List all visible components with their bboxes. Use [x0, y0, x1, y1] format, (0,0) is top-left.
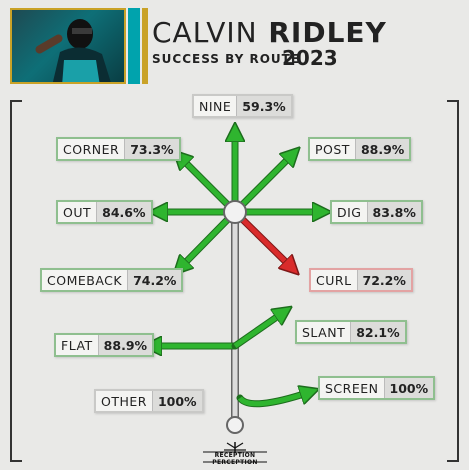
- route-label-other: OTHER 100%: [94, 389, 204, 413]
- route-name: CURL: [316, 272, 352, 288]
- last-name: RIDLEY: [268, 16, 387, 49]
- player-photo: [10, 8, 126, 84]
- page-title: CALVIN RIDLEY: [152, 16, 387, 49]
- route-name: FLAT: [61, 337, 93, 353]
- route-hub: [223, 200, 247, 224]
- route-arrow-comeback: [180, 210, 237, 268]
- route-name: OUT: [63, 204, 92, 220]
- route-name: OTHER: [101, 393, 147, 409]
- route-arrow-corner: [180, 157, 237, 214]
- accent-stripe-teal: [128, 8, 140, 84]
- route-value: 100%: [151, 391, 202, 411]
- route-base: [226, 416, 244, 434]
- route-label-corner: CORNER 73.3%: [56, 137, 181, 161]
- route-arrow-slant: [233, 312, 284, 349]
- route-arrow-screen: [237, 392, 310, 407]
- route-value: 72.2%: [356, 270, 411, 290]
- frame-left-bottom: [10, 460, 22, 462]
- route-value: 82.1%: [350, 322, 405, 342]
- route-value: 59.3%: [236, 96, 291, 116]
- route-label-comeback: COMEBACK 74.2%: [40, 268, 184, 292]
- route-value: 88.9%: [354, 139, 410, 159]
- first-name: CALVIN: [152, 16, 258, 49]
- route-arrow-curl: [233, 210, 292, 268]
- frame-right-vert: [457, 100, 459, 462]
- route-label-screen: SCREEN 100%: [318, 376, 436, 400]
- route-name: SCREEN: [325, 380, 379, 396]
- route-name: COMEBACK: [47, 272, 123, 288]
- year: 2023: [282, 46, 338, 70]
- route-label-flat: FLAT 88.9%: [54, 333, 155, 357]
- route-value: 83.8%: [366, 202, 421, 222]
- route-name: SLANT: [302, 324, 346, 340]
- route-value: 100%: [383, 378, 434, 398]
- route-name: DIG: [337, 204, 362, 220]
- route-name: CORNER: [63, 141, 120, 157]
- route-name: POST: [315, 141, 350, 157]
- frame-right-bottom: [447, 460, 459, 462]
- route-arrow-post: [233, 154, 293, 214]
- route-name: NINE: [199, 98, 232, 114]
- route-label-nine: NINE 59.3%: [192, 94, 293, 118]
- route-label-slant: SLANT 82.1%: [295, 320, 407, 344]
- frame-right-top: [447, 100, 459, 102]
- route-value: 73.3%: [124, 139, 179, 159]
- route-label-out: OUT 84.6%: [56, 200, 153, 224]
- frame-left-top: [10, 100, 22, 102]
- route-label-post: POST 88.9%: [308, 137, 412, 161]
- logo-text: RECEPTION PERCEPTION: [212, 452, 258, 466]
- frame-left-vert: [10, 100, 12, 462]
- route-value: 84.6%: [96, 202, 151, 222]
- subtitle: SUCCESS BY ROUTE: [152, 52, 301, 66]
- route-value: 74.2%: [127, 270, 182, 290]
- route-value: 88.9%: [97, 335, 153, 355]
- accent-stripe-gold: [142, 8, 148, 84]
- route-tree-logo-icon: [203, 442, 267, 463]
- route-label-dig: DIG 83.8%: [330, 200, 423, 224]
- header: CALVIN RIDLEY SUCCESS BY ROUTE 2023: [0, 0, 469, 92]
- route-label-curl: CURL 72.2%: [309, 268, 413, 292]
